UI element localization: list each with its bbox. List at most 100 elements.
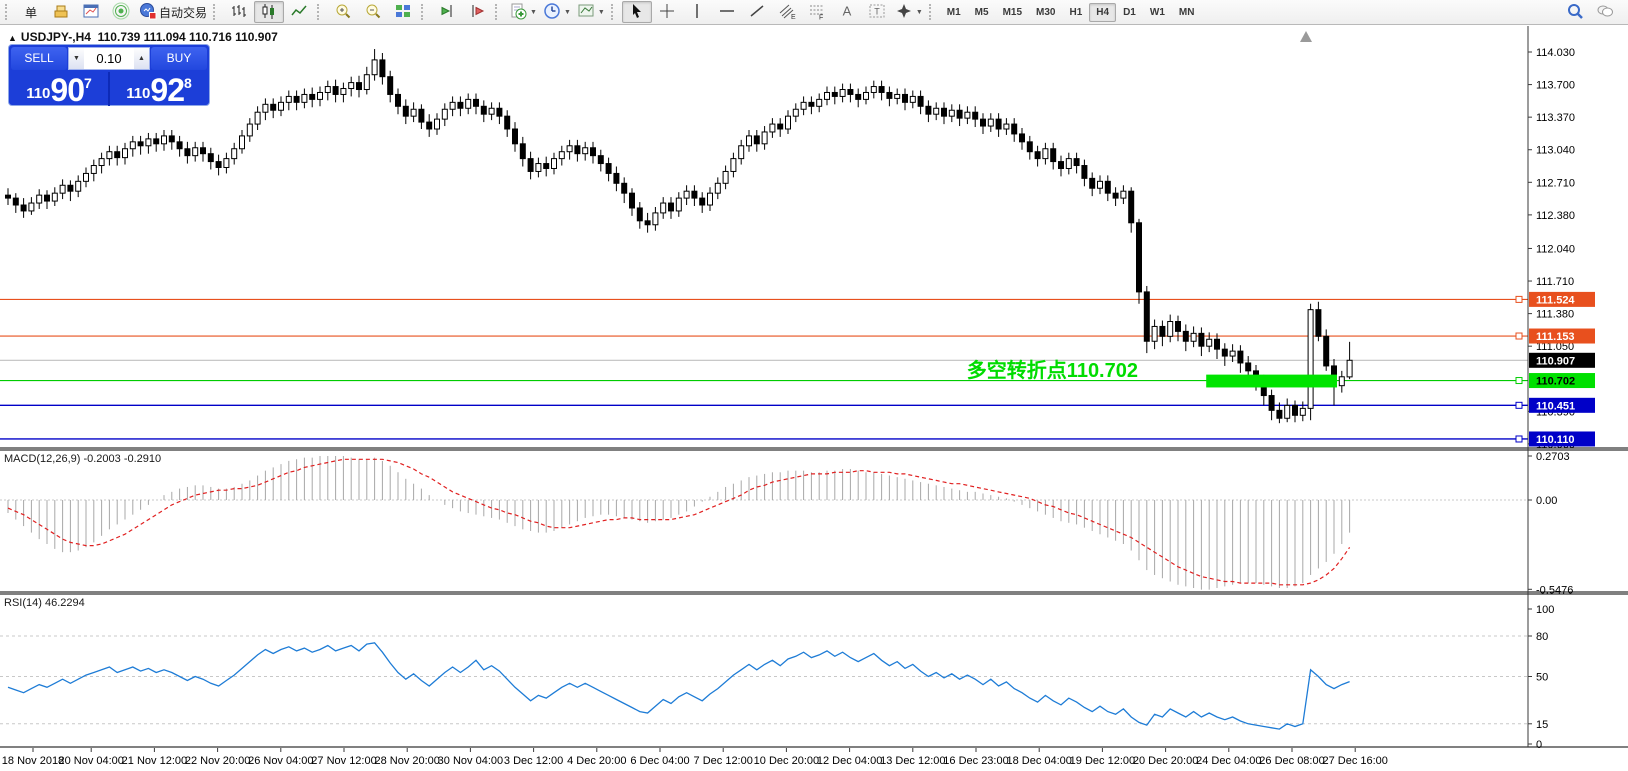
chart-shift-icon[interactable] xyxy=(462,1,492,23)
svg-text:7 Dec 12:00: 7 Dec 12:00 xyxy=(694,755,753,767)
tf-mn[interactable]: MN xyxy=(1178,6,1195,18)
price-badge-110.702: 110.702 xyxy=(1536,376,1575,388)
horizontal-line-icon[interactable] xyxy=(712,1,742,23)
svg-text:26 Nov 04:00: 26 Nov 04:00 xyxy=(248,755,313,767)
fibonacci-icon[interactable]: F xyxy=(802,1,832,23)
periods-menu-icon[interactable]: ▼ xyxy=(540,1,574,23)
svg-text:30 Nov 04:00: 30 Nov 04:00 xyxy=(438,755,503,767)
svg-text:113.040: 113.040 xyxy=(1536,145,1575,157)
text-icon[interactable]: A xyxy=(832,1,862,23)
autotrading-button xyxy=(139,2,157,23)
toolbar-group-grip xyxy=(421,4,428,20)
price-badge-111.524: 111.524 xyxy=(1536,294,1575,306)
svg-text:10 Dec 20:00: 10 Dec 20:00 xyxy=(754,755,819,767)
level-handle[interactable] xyxy=(1515,377,1523,385)
line-chart-icon[interactable] xyxy=(284,1,314,23)
level-handle[interactable] xyxy=(1515,332,1523,340)
ask-big-digits: 92 xyxy=(150,72,185,108)
cursor-icon[interactable] xyxy=(621,1,652,23)
bid-price[interactable]: 110 90 7 xyxy=(10,72,108,106)
candlesticks xyxy=(5,49,1353,424)
svg-text:111.710: 111.710 xyxy=(1536,276,1574,288)
svg-text:20 Dec 20:00: 20 Dec 20:00 xyxy=(1133,755,1198,767)
bid-big-digits: 90 xyxy=(50,72,85,108)
scroll-to-end-marker-icon[interactable] xyxy=(1300,31,1312,42)
chart-annotation-text[interactable]: 多空转折点110.702 xyxy=(967,358,1138,382)
buy-button[interactable]: BUY xyxy=(151,47,207,70)
tf-d1[interactable]: D1 xyxy=(1123,6,1136,18)
support-zone-rectangle[interactable] xyxy=(1206,374,1337,388)
price-level-lines xyxy=(0,298,1528,440)
price-badge-110.907: 110.907 xyxy=(1536,355,1575,367)
level-handle[interactable] xyxy=(1515,295,1523,303)
indicators-icon[interactable]: ▼ xyxy=(506,1,540,23)
tf-h4[interactable]: H4 xyxy=(1089,2,1117,22)
chat-icon[interactable] xyxy=(1590,1,1620,23)
data-window-icon[interactable] xyxy=(76,1,106,23)
svg-text:16 Dec 23:00: 16 Dec 23:00 xyxy=(943,755,1008,767)
equidistant-channel-icon[interactable]: E xyxy=(772,1,802,23)
svg-text:4 Dec 20:00: 4 Dec 20:00 xyxy=(567,755,626,767)
candlestick-chart-icon xyxy=(260,2,278,23)
tf-h1[interactable]: H1 xyxy=(1069,6,1083,18)
zoom-out-icon[interactable] xyxy=(358,1,388,23)
candlestick-chart-icon[interactable] xyxy=(254,1,285,23)
svg-text:E: E xyxy=(791,14,796,20)
signals-icon[interactable] xyxy=(106,1,136,23)
svg-text:0.2703: 0.2703 xyxy=(1536,451,1570,463)
autotrading-button[interactable]: 自动交易 xyxy=(136,1,210,23)
crosshair-icon[interactable] xyxy=(652,1,682,23)
tf-m30[interactable]: M30 xyxy=(1036,6,1056,18)
templates-icon[interactable]: ▼ xyxy=(574,1,608,23)
toolbar-group-grip xyxy=(317,4,324,20)
svg-text:22 Nov 20:00: 22 Nov 20:00 xyxy=(185,755,250,767)
auto-scroll-icon[interactable] xyxy=(432,1,462,23)
indicator-labels: MACD(12,26,9) -0.2003 -0.2910 RSI(14) 46.… xyxy=(4,453,161,609)
arrows-icon[interactable]: ▼ xyxy=(892,1,926,23)
vertical-line-icon[interactable] xyxy=(682,1,712,23)
search-icon xyxy=(1566,2,1584,23)
svg-text:113.700: 113.700 xyxy=(1536,80,1575,92)
search-icon[interactable] xyxy=(1560,1,1590,23)
zoom-in-icon[interactable] xyxy=(328,1,358,23)
svg-text:112.040: 112.040 xyxy=(1536,243,1575,255)
price-badge-111.153: 111.153 xyxy=(1536,331,1575,343)
data-window-icon xyxy=(82,2,100,23)
volume-increase-button[interactable]: ▲ xyxy=(134,48,149,69)
tf-m15[interactable]: M15 xyxy=(1002,6,1023,18)
fibonacci-icon: F xyxy=(808,2,826,23)
zoom-in-icon xyxy=(334,2,352,23)
level-handle[interactable] xyxy=(1515,401,1523,409)
price-level-badges: 111.524 111.153 110.907 110.702 110.451 110.1… xyxy=(1515,291,1595,447)
toolbar: 单自动交易 ▼ ▼ ▼ E F A T ▼ M1 M5 M15 M30 H1 H4 D1 W1 MN xyxy=(0,0,1628,25)
text-label-icon[interactable]: T xyxy=(862,1,892,23)
trendline-icon[interactable] xyxy=(742,1,772,23)
svg-text:80: 80 xyxy=(1536,631,1548,643)
svg-text:15: 15 xyxy=(1536,719,1548,731)
volume-decrease-button[interactable]: ▼ xyxy=(69,48,84,69)
svg-text:0.00: 0.00 xyxy=(1536,495,1557,507)
bar-chart-icon[interactable] xyxy=(224,1,254,23)
level-handle[interactable] xyxy=(1515,435,1523,443)
cursor-icon xyxy=(628,2,646,23)
volume-input[interactable]: 0.10 xyxy=(96,51,122,66)
chart-profiles-icon[interactable] xyxy=(46,1,76,23)
tf-m5[interactable]: M5 xyxy=(974,6,989,18)
svg-text:113.370: 113.370 xyxy=(1536,112,1575,124)
svg-text:111.380: 111.380 xyxy=(1536,309,1574,321)
macd-signal-line xyxy=(7,458,1351,586)
sell-button[interactable]: SELL xyxy=(11,47,67,70)
vertical-line-icon xyxy=(688,2,706,23)
tf-w1[interactable]: W1 xyxy=(1149,6,1165,18)
bar-chart-icon xyxy=(230,2,248,23)
tile-windows-icon[interactable] xyxy=(388,1,418,23)
tf-m1[interactable]: M1 xyxy=(946,6,961,18)
text-icon: A xyxy=(838,2,856,23)
toolbar-group-grip xyxy=(213,4,220,20)
new-order-button[interactable]: 单 xyxy=(24,5,37,20)
ask-price[interactable]: 110 92 8 xyxy=(108,72,208,106)
trendline-icon xyxy=(748,2,766,23)
collapse-panel-icon[interactable]: ▲ xyxy=(8,33,17,43)
